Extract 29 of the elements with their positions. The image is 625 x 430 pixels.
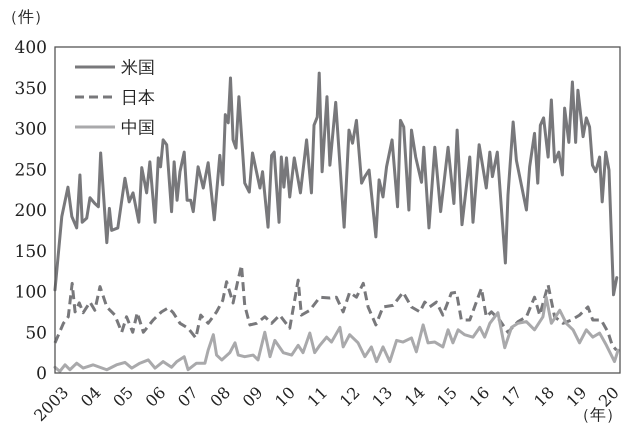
y-tick-label: 400 (14, 38, 47, 58)
y-tick-label: 350 (14, 78, 47, 99)
x-tick-label: 17 (498, 382, 526, 411)
x-tick-label: 09 (238, 382, 267, 411)
x-tick-label: 08 (206, 382, 234, 411)
y-tick-label: 150 (14, 242, 47, 262)
x-tick-label: 16 (465, 382, 494, 411)
legend-label: 中国 (121, 118, 155, 138)
x-tick-label: 07 (174, 382, 202, 411)
x-tick-label: 06 (142, 382, 170, 411)
x-tick-label: 12 (336, 382, 364, 411)
x-tick-label: 14 (400, 382, 428, 411)
x-tick-label: 19 (562, 382, 590, 411)
x-tick-label: 10 (271, 382, 299, 411)
y-tick-label: 250 (14, 160, 47, 180)
x-tick-label: 13 (368, 382, 396, 411)
x-tick-label: 15 (433, 382, 461, 411)
y-tick-label: 0 (36, 364, 47, 384)
y-tick-label: 200 (14, 201, 47, 221)
x-tick-label: 04 (76, 382, 105, 411)
y-tick-label: 300 (14, 120, 47, 140)
legend-label: 米国 (121, 58, 155, 78)
y-tick-label: 100 (14, 282, 47, 302)
y-tick-label: 50 (25, 323, 47, 344)
x-tick-label: 11 (304, 382, 332, 411)
x-tick-label: 05 (109, 382, 138, 411)
x-tick-label: 18 (530, 382, 558, 411)
y-axis-title: （件） (2, 7, 50, 26)
legend-label: 日本 (121, 88, 155, 108)
